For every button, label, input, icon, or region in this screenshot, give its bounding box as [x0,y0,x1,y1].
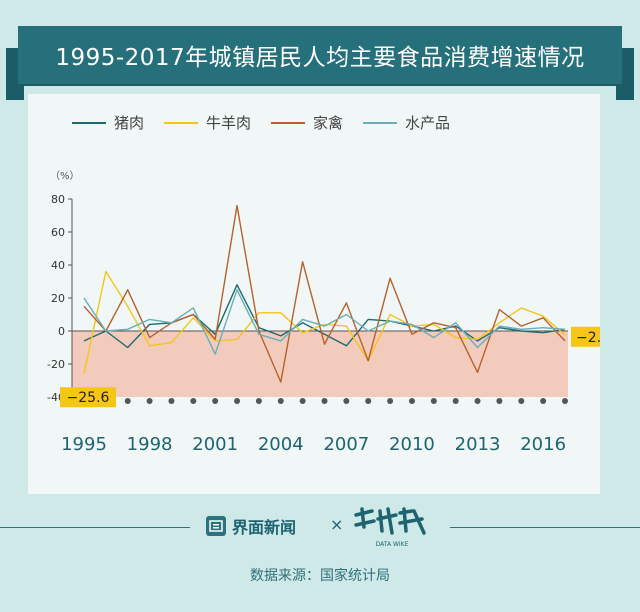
x-axis-dot [430,398,437,404]
x-axis-dot [212,398,219,404]
x-axis-dot [408,398,415,404]
y-tick-label: -20 [47,358,65,371]
x-axis-dot [234,398,241,404]
negative-range-band [72,331,568,397]
x-axis-dot [321,398,328,404]
left-annotation-label: −25.6 [67,390,110,406]
x-tick-label: 2010 [389,434,435,455]
series-line-3 [83,289,566,355]
x-tick-label: 1995 [61,434,107,455]
x-axis-dot [124,398,131,404]
x-axis-dot [365,398,372,404]
x-tick-label: 2001 [192,434,238,455]
jiemian-logo: 界面新闻 [206,514,296,538]
shuju-logo-subtext: DATA WIKE [376,541,409,548]
x-tick-label: 1998 [127,434,173,455]
data-source: 数据来源：国家统计局 [250,568,390,584]
jiemian-logo-icon [206,516,226,536]
x-axis-dot [299,398,306,404]
y-tick-label: 60 [51,226,65,239]
x-axis-dot [168,398,175,404]
x-axis-dot [387,398,394,404]
y-tick-label: 0 [58,325,65,338]
legend-swatch-beef-mutton [164,121,199,124]
legend-item-beef-mutton: 牛羊肉 [164,112,251,133]
y-tick-label: 40 [51,259,65,272]
series-line-2 [83,204,566,383]
series-line-1 [83,270,566,374]
x-axis-dot [343,398,350,404]
x-tick-label: 2004 [258,434,304,455]
legend-item-poultry: 家禽 [271,112,343,133]
brand-cross: × [330,515,344,534]
right-annotation-label: −2.3 [576,330,600,346]
x-axis-dot [496,398,503,404]
shuju-logo: DATA WIKE [354,507,426,548]
legend-label-aquatic: 水产品 [405,114,451,132]
x-axis-dot [474,398,481,404]
legend-item-pork: 猪肉 [72,112,144,133]
series-line-0 [83,284,566,349]
x-axis-dot [190,398,197,404]
x-tick-label: 2013 [455,434,501,455]
chart-title: 1995-2017年城镇居民人均主要食品消费增速情况 [18,26,622,84]
footer-divider-right [450,527,640,528]
y-axis-label: （%） [50,170,80,182]
x-axis-dot [562,398,568,404]
y-tick-label: 80 [51,193,65,206]
x-axis-dot [146,398,153,404]
x-tick-label: 2016 [520,434,566,455]
jiemian-logo-text: 界面新闻 [232,518,297,537]
x-tick-label: 2007 [323,434,369,455]
x-axis-dot [277,398,284,404]
x-axis-dot [452,398,459,404]
footer-divider-left [0,527,190,528]
legend-label-poultry: 家禽 [313,114,344,132]
x-axis-dot [255,398,262,404]
y-tick-label: 20 [51,292,65,305]
legend-swatch-poultry [271,121,306,124]
chart-card: 猪肉 牛羊肉 家禽 水产品 （%） 80 60 40 20 0 -20 -40 1995 1998… [28,94,600,494]
right-annotation-box [571,326,600,347]
legend: 猪肉 牛羊肉 家禽 水产品 [72,112,450,133]
legend-label-beef-mutton: 牛羊肉 [206,114,252,132]
legend-item-aquatic: 水产品 [363,112,450,133]
legend-label-pork: 猪肉 [114,114,145,132]
x-axis-dot [540,398,547,404]
legend-swatch-aquatic [363,121,398,124]
left-annotation-box [60,387,116,408]
x-axis-dot [518,398,525,404]
legend-swatch-pork [72,121,106,124]
